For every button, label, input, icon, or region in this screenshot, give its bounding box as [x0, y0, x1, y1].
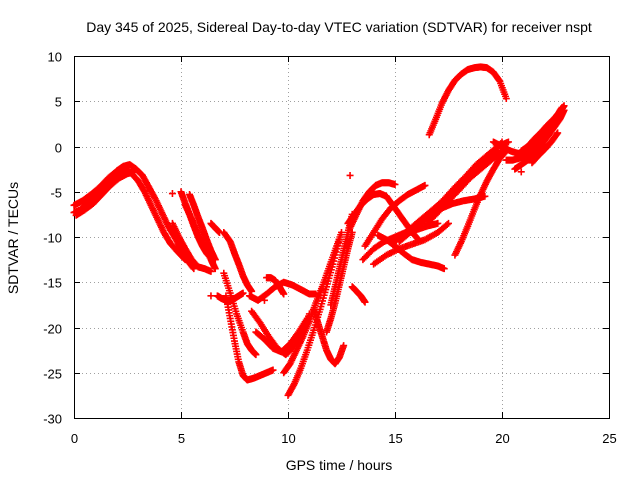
data-point: [421, 181, 429, 189]
y-tick-label: -5: [50, 186, 62, 201]
data-point: [502, 95, 510, 103]
y-tick-label: 0: [55, 141, 62, 156]
data-point: [346, 171, 354, 179]
y-tick-label: -30: [43, 412, 62, 427]
data-point: [440, 265, 448, 273]
x-tick-label: 0: [71, 431, 78, 446]
x-axis-label: GPS time / hours: [286, 457, 393, 473]
data-point: [207, 292, 215, 300]
chart-title: Day 345 of 2025, Sidereal Day-to-day VTE…: [86, 19, 592, 35]
data-point: [361, 298, 369, 306]
data-point: [445, 219, 452, 227]
y-tick-label: -10: [43, 231, 62, 246]
data-point: [554, 129, 562, 137]
y-tick-label: -25: [43, 367, 62, 382]
data-point: [260, 296, 268, 304]
x-tick-label: 15: [388, 431, 402, 446]
y-tick-label: 5: [55, 95, 62, 110]
axis-ticks: 0 5 10 15 20 25 -30 -25 -20 -15 -10 -5 0 5 10: [43, 50, 617, 447]
y-axis-label: SDTVAR / TECUs: [5, 182, 21, 294]
data-point: [168, 190, 176, 198]
data-point: [553, 130, 561, 138]
data-point: [434, 219, 442, 227]
y-tick-label: -15: [43, 276, 62, 291]
data-point: [207, 267, 215, 275]
data-point: [443, 221, 451, 229]
y-tick-label: -20: [43, 322, 62, 337]
data-point: [211, 265, 219, 273]
x-tick-label: 25: [602, 431, 616, 446]
y-tick-label: 10: [48, 50, 62, 65]
data-point: [391, 181, 399, 189]
data-point: [269, 366, 277, 374]
x-tick-label: 10: [281, 431, 295, 446]
x-tick-label: 20: [495, 431, 509, 446]
data-point: [130, 168, 138, 176]
data-point: [560, 102, 568, 110]
data-point: [280, 290, 288, 298]
data-point: [252, 351, 260, 359]
data-points: [70, 63, 568, 399]
data-point: [517, 168, 525, 176]
data-point: [239, 289, 247, 297]
data-point: [504, 138, 512, 146]
data-point: [338, 228, 345, 236]
data-point: [340, 342, 348, 350]
x-tick-label: 5: [178, 431, 185, 446]
